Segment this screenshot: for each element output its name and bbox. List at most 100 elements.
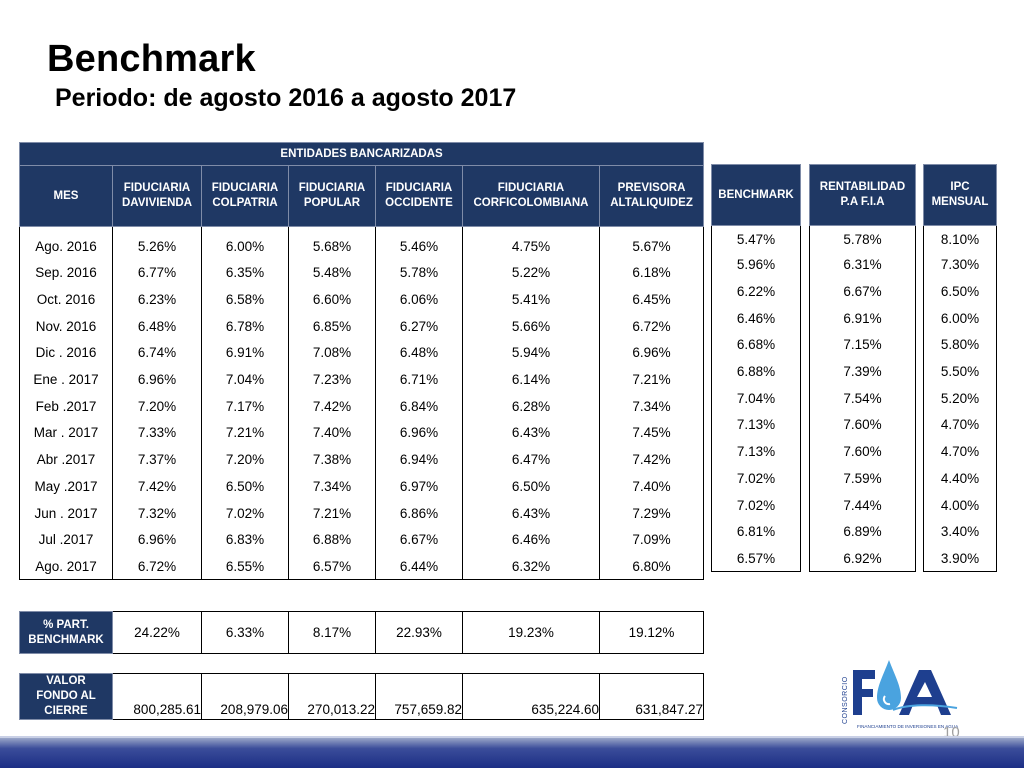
table-row: 7.02% — [711, 491, 801, 519]
entidades-table: ENTIDADES BANCARIZADAS MES FIDUCIARIA DAV… — [18, 142, 705, 581]
table-row: Feb .2017 7.20% 7.17% 7.42% 6.84% 6.28% 7.34% — [19, 392, 705, 420]
ipc-value: 4.40% — [923, 465, 997, 492]
valor_fondo-value: 208,979.06 — [201, 673, 289, 720]
rate-cell: 5.94% — [462, 339, 600, 367]
ipc-value: 8.10% — [923, 225, 997, 252]
rate-cell: 6.32% — [462, 553, 600, 581]
rate-cell: 6.94% — [375, 446, 463, 473]
rate-cell: 7.21% — [598, 366, 705, 393]
table-row: 5.47% — [711, 225, 801, 252]
rate-cell: 4.75% — [462, 226, 600, 260]
rentabilidad-value: 5.78% — [809, 225, 916, 252]
table-row: 6.46% — [711, 304, 801, 332]
rentabilidad-table: RENTABILIDAD P.A F.I.A 5.78% 6.31% 6.67% 6.… — [809, 164, 916, 573]
benchmark-value: 7.13% — [711, 438, 801, 465]
rentabilidad-value: 7.60% — [809, 438, 916, 465]
ipc-value: 5.80% — [923, 331, 997, 359]
benchmark-table: BENCHMARK 5.47% 5.96% 6.22% 6.46% 6.68% 6.88%… — [711, 164, 801, 573]
rate-cell: 7.42% — [598, 446, 705, 473]
rate-cell: 6.96% — [598, 339, 705, 367]
ipc-value: 4.70% — [923, 438, 997, 465]
ipc-value: 6.00% — [923, 304, 997, 332]
rate-cell: 6.47% — [462, 446, 600, 473]
month-cell: Ago. 2017 — [19, 553, 113, 581]
column-header: FIDUCIARIA CORFICOLOMBIANA — [462, 165, 600, 227]
rentabilidad-value: 6.31% — [809, 251, 916, 279]
table-row: 4.00% — [923, 491, 997, 519]
month-cell: Jul .2017 — [19, 526, 113, 554]
rate-cell: 6.06% — [375, 286, 463, 313]
rate-cell: 5.78% — [375, 259, 463, 287]
rate-cell: 6.77% — [112, 259, 202, 287]
month-cell: Ago. 2016 — [19, 226, 113, 260]
rate-cell: 7.20% — [201, 446, 289, 473]
rate-cell: 6.28% — [462, 392, 600, 420]
logo-vertical-text: CONSORCIO — [842, 676, 849, 724]
table-row: 7.13% — [711, 411, 801, 439]
column-header: PREVISORA ALTALIQUIDEZ — [598, 165, 705, 227]
table-row: Jul .2017 6.96% 6.83% 6.88% 6.67% 6.46% 7.09% — [19, 526, 705, 554]
group-header: ENTIDADES BANCARIZADAS — [18, 142, 705, 166]
rate-cell: 6.14% — [462, 366, 600, 393]
valor_fondo-value: 635,224.60 — [462, 673, 600, 720]
column-header: FIDUCIARIA POPULAR — [288, 165, 376, 227]
table-row: 7.30% — [923, 251, 997, 279]
ipc-value: 6.50% — [923, 278, 997, 305]
rate-cell: 5.46% — [375, 226, 463, 260]
rate-cell: 6.43% — [462, 499, 600, 527]
participacion-label: % PART. BENCHMARK — [19, 611, 113, 654]
table-row: 7.13% — [711, 438, 801, 465]
rentabilidad-value: 7.15% — [809, 331, 916, 359]
table-row: 5.50% — [923, 358, 997, 385]
rate-cell: 6.00% — [201, 226, 289, 260]
rate-cell: 5.66% — [462, 312, 600, 340]
table-row: 7.44% — [809, 491, 916, 519]
page-title: Benchmark — [47, 38, 256, 80]
table-row: 6.89% — [809, 518, 916, 546]
rate-cell: 6.67% — [375, 526, 463, 554]
rate-cell: 7.34% — [288, 473, 376, 500]
rate-cell: 6.18% — [598, 259, 705, 287]
table-row: 8.10% — [923, 225, 997, 252]
rentabilidad-value: 6.89% — [809, 518, 916, 546]
rate-cell: 6.96% — [112, 526, 202, 554]
month-cell: Sep. 2016 — [19, 259, 113, 287]
logo-tagline: FINANCIAMIENTO DE INVERSIONES EN AGUA — [857, 724, 959, 729]
rate-cell: 7.45% — [598, 419, 705, 447]
rate-cell: 6.23% — [112, 286, 202, 313]
rate-cell: 6.60% — [288, 286, 376, 313]
table-row: Sep. 2016 6.77% 6.35% 5.48% 5.78% 5.22% 6.18% — [19, 259, 705, 287]
table-row: 6.50% — [923, 278, 997, 305]
table-row: 4.70% — [923, 411, 997, 439]
table-row: 6.31% — [809, 251, 916, 279]
table-row: 6.67% — [809, 278, 916, 305]
table-row: 3.40% — [923, 518, 997, 546]
month-cell: May .2017 — [19, 473, 113, 500]
rentabilidad-value: 7.60% — [809, 411, 916, 439]
table-row: 5.78% — [809, 225, 916, 252]
rate-cell: 7.09% — [598, 526, 705, 554]
rate-cell: 5.67% — [598, 226, 705, 260]
table-row: 5.20% — [923, 384, 997, 412]
table-row: 6.57% — [711, 545, 801, 573]
rate-cell: 7.40% — [288, 419, 376, 447]
ipc-value: 5.50% — [923, 358, 997, 385]
month-cell: Mar . 2017 — [19, 419, 113, 447]
rate-cell: 6.78% — [201, 312, 289, 340]
table-row: 6.91% — [809, 304, 916, 332]
table-row: 6.92% — [809, 545, 916, 573]
rate-cell: 6.96% — [375, 419, 463, 447]
rate-cell: 7.37% — [112, 446, 202, 473]
month-cell: Nov. 2016 — [19, 312, 113, 340]
rate-cell: 6.45% — [598, 286, 705, 313]
rate-cell: 7.38% — [288, 446, 376, 473]
rentabilidad-header: RENTABILIDAD P.A F.I.A — [809, 164, 916, 226]
rate-cell: 7.29% — [598, 499, 705, 527]
table-row: Ene . 2017 6.96% 7.04% 7.23% 6.71% 6.14% 7.21% — [19, 366, 705, 393]
rate-cell: 6.96% — [112, 366, 202, 393]
rate-cell: 6.86% — [375, 499, 463, 527]
rentabilidad-value: 7.54% — [809, 384, 916, 412]
participacion-value: 22.93% — [375, 611, 463, 654]
benchmark-value: 6.88% — [711, 358, 801, 385]
table-row: Mar . 2017 7.33% 7.21% 7.40% 6.96% 6.43% 7.45% — [19, 419, 705, 447]
